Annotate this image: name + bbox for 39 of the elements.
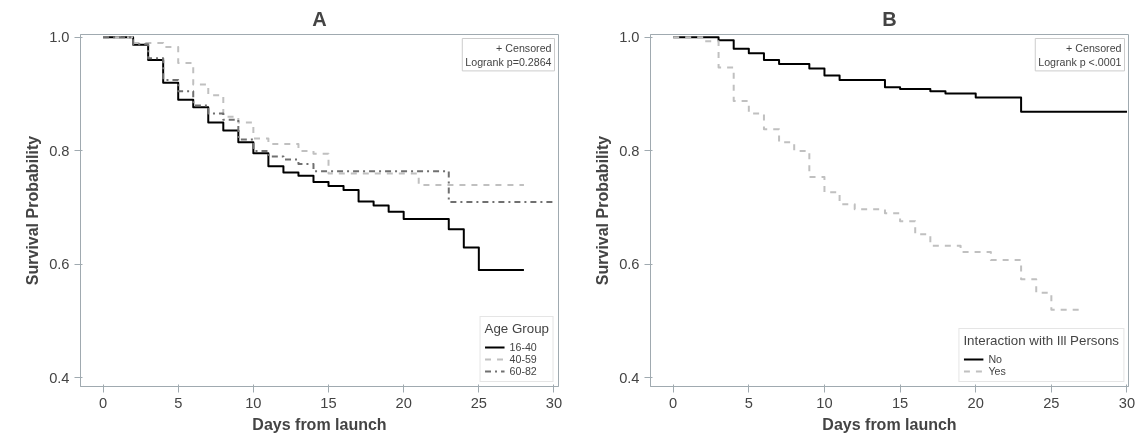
y-axis-title: Survival Probability	[24, 135, 42, 286]
x-tick-label: 30	[1118, 394, 1136, 411]
y-tick-label: 0.8	[49, 142, 70, 159]
legend-label: 40-59	[509, 353, 537, 365]
annotation: Logrank p <.0001	[1038, 55, 1122, 68]
x-axis-title: Days from launch	[822, 415, 957, 433]
legend-label: 16-40	[509, 341, 537, 353]
y-tick-label: 1.0	[619, 29, 640, 46]
x-tick-label: 30	[545, 394, 563, 411]
y-axis-title: Survival Probability	[594, 135, 612, 286]
y-tick-label: 1.0	[49, 29, 70, 46]
legend-label: No	[988, 353, 1004, 365]
x-tick-label: 20	[395, 394, 412, 411]
legend-title: Interaction with Ill Persons	[963, 333, 1119, 348]
legend-label: Yes	[988, 365, 1007, 377]
annotation: + Censored	[1066, 41, 1122, 54]
y-tick-label: 0.6	[619, 256, 640, 273]
x-tick-label: 5	[174, 394, 183, 411]
y-tick-label: 0.4	[49, 369, 70, 386]
y-tick-label: 0.8	[619, 142, 640, 159]
x-tick-label: 15	[320, 394, 337, 411]
x-tick-label: 5	[744, 394, 753, 411]
x-tick-label: 20	[967, 394, 984, 411]
x-tick-label: 25	[470, 394, 487, 411]
legend-title: Age Group	[484, 321, 549, 336]
x-tick-label: 10	[245, 394, 262, 411]
x-tick-label: 0	[669, 394, 678, 411]
chart-title: A	[312, 7, 327, 30]
chart-title: B	[882, 7, 897, 30]
legend-label: 60-82	[509, 365, 537, 377]
x-tick-label: 10	[816, 394, 833, 411]
x-tick-label: 0	[98, 394, 108, 411]
y-tick-label: 0.6	[49, 256, 70, 273]
x-tick-label: 25	[1043, 394, 1060, 411]
annotation: Logrank p=0.2864	[465, 55, 552, 68]
annotation: + Censored	[496, 41, 552, 54]
y-tick-label: 0.4	[619, 369, 640, 386]
x-tick-label: 15	[891, 394, 909, 411]
x-axis-title: Days from launch	[252, 415, 387, 433]
